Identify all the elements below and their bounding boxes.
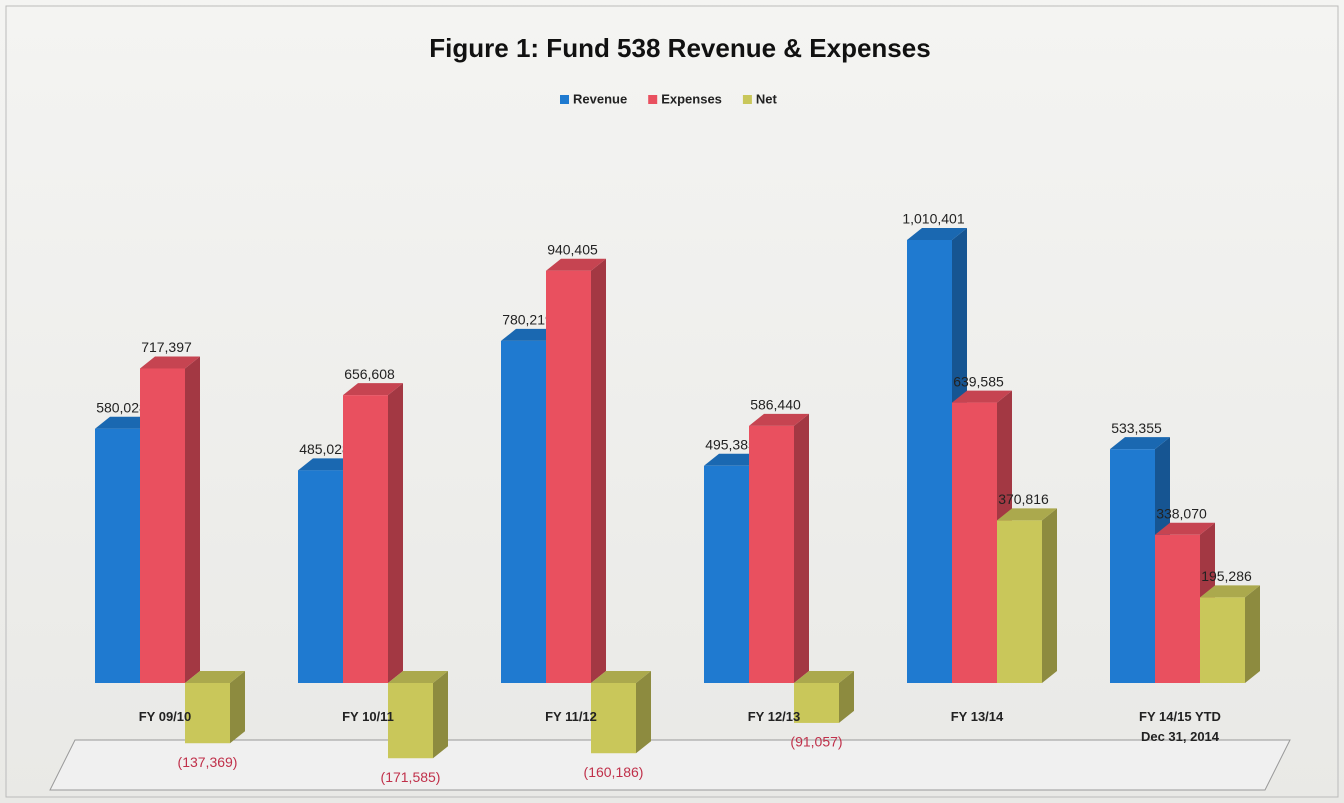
bar-top bbox=[185, 671, 245, 683]
bar bbox=[298, 470, 343, 683]
data-label: 495,385 bbox=[705, 437, 756, 453]
bar bbox=[794, 683, 839, 723]
data-label: 717,397 bbox=[141, 339, 192, 355]
bar-side bbox=[230, 671, 245, 744]
data-label: 1,010,401 bbox=[902, 211, 964, 227]
bar-top bbox=[749, 413, 809, 426]
data-label: 940,405 bbox=[547, 241, 598, 257]
data-label: 533,355 bbox=[1111, 420, 1162, 436]
data-label: 580,028 bbox=[96, 399, 147, 415]
bar bbox=[546, 270, 591, 683]
bar bbox=[704, 465, 749, 683]
data-label: 195,286 bbox=[1201, 568, 1252, 584]
bar bbox=[952, 402, 997, 683]
legend-swatch bbox=[742, 95, 752, 104]
legend-label: Revenue bbox=[573, 91, 627, 106]
bar bbox=[997, 520, 1042, 683]
bar-side bbox=[636, 671, 651, 754]
bar-side bbox=[1245, 585, 1260, 683]
data-label: (171,585) bbox=[381, 769, 441, 785]
x-tick-label: FY 10/11 bbox=[342, 709, 394, 724]
x-tick-label: FY 14/15 YTD Dec 31, 2014 bbox=[1139, 709, 1221, 744]
bar-top bbox=[997, 508, 1057, 521]
legend-swatch bbox=[648, 95, 658, 104]
data-label: (91,057) bbox=[790, 734, 842, 750]
data-label: 370,816 bbox=[998, 491, 1049, 507]
bar-top bbox=[388, 671, 448, 683]
bar bbox=[140, 368, 185, 683]
bar bbox=[1155, 534, 1200, 683]
bar-top bbox=[1200, 585, 1260, 598]
bar-side bbox=[591, 258, 606, 683]
bar bbox=[501, 340, 546, 683]
data-label: (137,369) bbox=[178, 754, 238, 770]
data-label: 780,219 bbox=[502, 312, 553, 328]
legend-swatch bbox=[560, 95, 569, 104]
bar-side bbox=[794, 413, 809, 683]
bar bbox=[1110, 449, 1155, 683]
chart-title: Figure 1: Fund 538 Revenue & Expenses bbox=[429, 33, 930, 63]
x-tick-label: FY 11/12 bbox=[545, 709, 597, 724]
data-label: 485,028 bbox=[299, 441, 350, 457]
bar-side bbox=[839, 671, 854, 723]
bar-top bbox=[1110, 437, 1170, 450]
bar bbox=[907, 240, 952, 683]
bar-side bbox=[1042, 508, 1057, 683]
bar-side bbox=[388, 383, 403, 683]
bar-top bbox=[546, 258, 606, 271]
data-label: (160,186) bbox=[584, 764, 644, 780]
data-label: 586,440 bbox=[750, 397, 801, 413]
x-tick-label: FY 09/10 bbox=[138, 709, 192, 724]
bar bbox=[343, 395, 388, 683]
bar-side bbox=[185, 356, 200, 683]
frame bbox=[5, 5, 1339, 798]
bar bbox=[749, 425, 794, 683]
bar bbox=[388, 683, 433, 759]
bar-top bbox=[794, 671, 854, 683]
data-label: 656,608 bbox=[344, 366, 395, 382]
data-label: 338,070 bbox=[1156, 505, 1207, 521]
x-tick-label: FY 13/14 bbox=[950, 709, 1004, 724]
bar bbox=[591, 683, 636, 754]
bar-top bbox=[140, 356, 200, 369]
x-tick-label: FY 12/13 bbox=[747, 709, 801, 724]
bar bbox=[185, 683, 230, 744]
bar bbox=[1200, 597, 1245, 683]
bar-top bbox=[907, 228, 967, 240]
bar-top bbox=[343, 383, 403, 396]
bar-top bbox=[952, 390, 1012, 403]
data-label: 639,585 bbox=[953, 373, 1004, 389]
bar-side bbox=[433, 671, 448, 759]
bar-top bbox=[591, 671, 651, 683]
bar bbox=[95, 428, 140, 683]
legend-label: Expenses bbox=[661, 91, 722, 106]
bar-top bbox=[1155, 522, 1215, 535]
floor bbox=[49, 739, 1291, 791]
legend-label: Net bbox=[756, 91, 778, 106]
